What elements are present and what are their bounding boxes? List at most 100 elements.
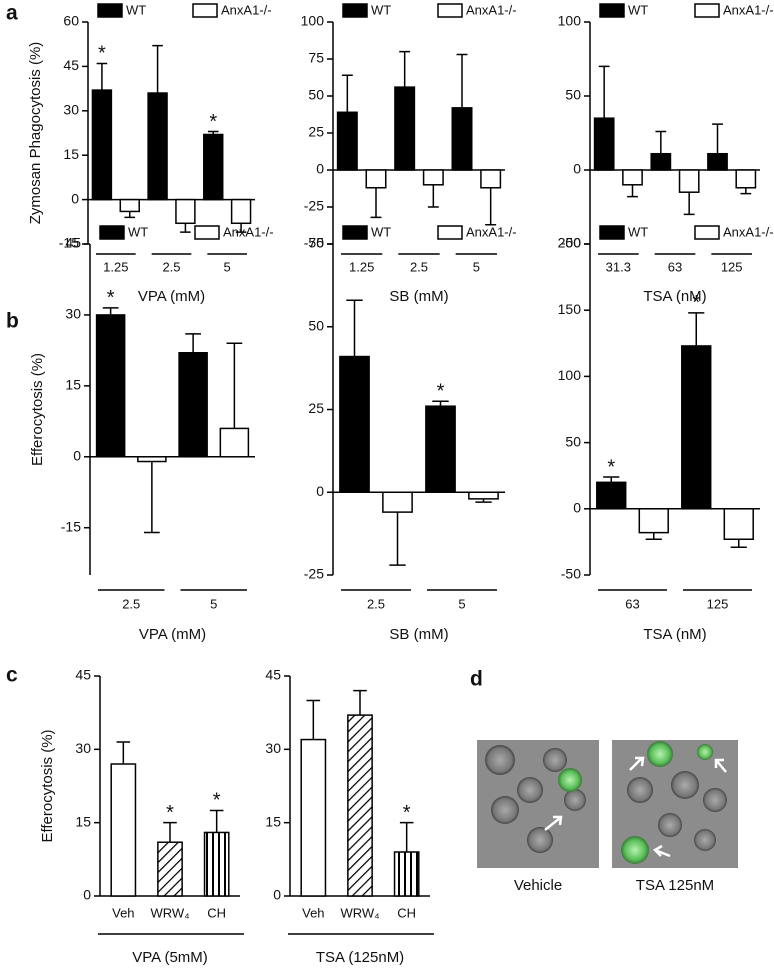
x-axis-label: VPA (5mM) [132,949,208,966]
error-bar [603,476,620,483]
y-tick-label: -50 [561,235,581,251]
bar [622,169,643,186]
bar [300,738,327,897]
bar [451,107,473,171]
x-tick-label: 2.5 [367,596,385,611]
bar [336,111,358,171]
y-tick-label: 30 [63,102,79,118]
y-tick-label: 0 [273,887,281,903]
x-tick-label: 31.3 [606,259,631,274]
y-axis-label: Efferocytosis (%) [29,353,46,466]
x-tick-label: WRW₄ [151,905,190,920]
y-tick-label: 30 [65,306,81,322]
bar [230,198,252,225]
error-bar [655,130,667,154]
y-tick-label: 15 [265,813,281,829]
legend-label: WT [126,2,146,17]
error-bar [688,312,705,346]
micrograph-caption: TSA 125nM [636,877,714,894]
legend-label: AnxA1-/- [466,224,517,239]
error-bar [209,809,224,833]
y-axis-label: Zymosan Phagocytosis (%) [27,42,44,225]
error-bar [683,192,695,216]
x-tick-label: 2.5 [122,596,140,611]
bar [157,841,183,897]
error-bar [456,53,468,108]
x-axis-label: SB (mM) [389,626,448,643]
error-bar [341,74,353,113]
bar [723,508,754,541]
y-tick-label: 25 [308,124,324,140]
x-axis-label: TSA (125nM) [316,949,404,966]
legend-swatch [694,225,720,240]
legend-label: AnxA1-/- [723,224,774,239]
legend-swatch [599,3,625,18]
y-tick-label: 100 [301,13,325,29]
bar [147,92,168,201]
significance-marker: * [437,381,445,403]
y-tick-label: 45 [75,667,91,683]
bar [707,152,728,171]
error-bar [180,223,191,233]
error-bar [485,187,497,226]
y-tick-label: 45 [65,235,81,251]
significance-marker: * [213,790,221,812]
bar [394,86,416,171]
x-tick-label: 63 [625,596,639,611]
error-bar [346,299,363,357]
y-tick-label: 30 [75,740,91,756]
error-bar [712,123,723,154]
legend-swatch [437,225,463,240]
error-bar [163,821,177,843]
y-tick-label: 0 [83,887,91,903]
bar [382,491,413,513]
bar [425,405,456,493]
bar [347,714,373,897]
error-bar [116,741,131,764]
error-bar [370,187,382,219]
y-tick-label: 45 [63,57,79,73]
x-tick-label: 1.25 [349,259,374,274]
x-tick-label: 2.5 [162,259,180,274]
x-tick-label: CH [207,905,226,920]
error-bar [730,539,747,548]
x-tick-label: 1.25 [103,259,128,274]
error-bar [102,307,119,315]
error-bar [353,689,367,716]
error-bar [389,512,406,566]
legend-label: WT [371,224,391,239]
significance-marker: * [166,802,174,824]
bar [95,314,126,458]
panel-label: c [6,664,18,687]
y-tick-label: 30 [265,740,281,756]
y-tick-label: 50 [565,87,581,103]
error-bar [235,223,247,233]
y-tick-label: 60 [63,13,79,29]
panel-label: b [6,310,19,333]
y-tick-label: -15 [61,518,81,534]
bar [203,831,230,897]
x-axis-label: VPA (mM) [138,288,205,305]
bar [203,133,224,201]
error-bar [645,532,662,541]
y-tick-label: 15 [65,377,81,393]
y-tick-label: 200 [558,235,582,251]
bar [650,152,672,171]
x-tick-label: Veh [112,905,134,920]
legend-swatch [599,225,625,240]
x-tick-label: Veh [302,905,324,920]
significance-marker: * [107,287,115,309]
x-tick-label: CH [397,905,416,920]
bar [638,508,669,534]
error-bar [627,184,638,198]
error-bar [152,44,163,94]
significance-marker: * [403,802,411,824]
y-tick-label: 45 [265,667,281,683]
y-tick-label: 100 [558,367,582,383]
x-tick-label: 5 [210,596,217,611]
legend-label: AnxA1-/- [221,2,272,17]
panel-label: d [470,668,483,691]
bar [468,491,499,500]
legend-swatch [342,225,368,240]
